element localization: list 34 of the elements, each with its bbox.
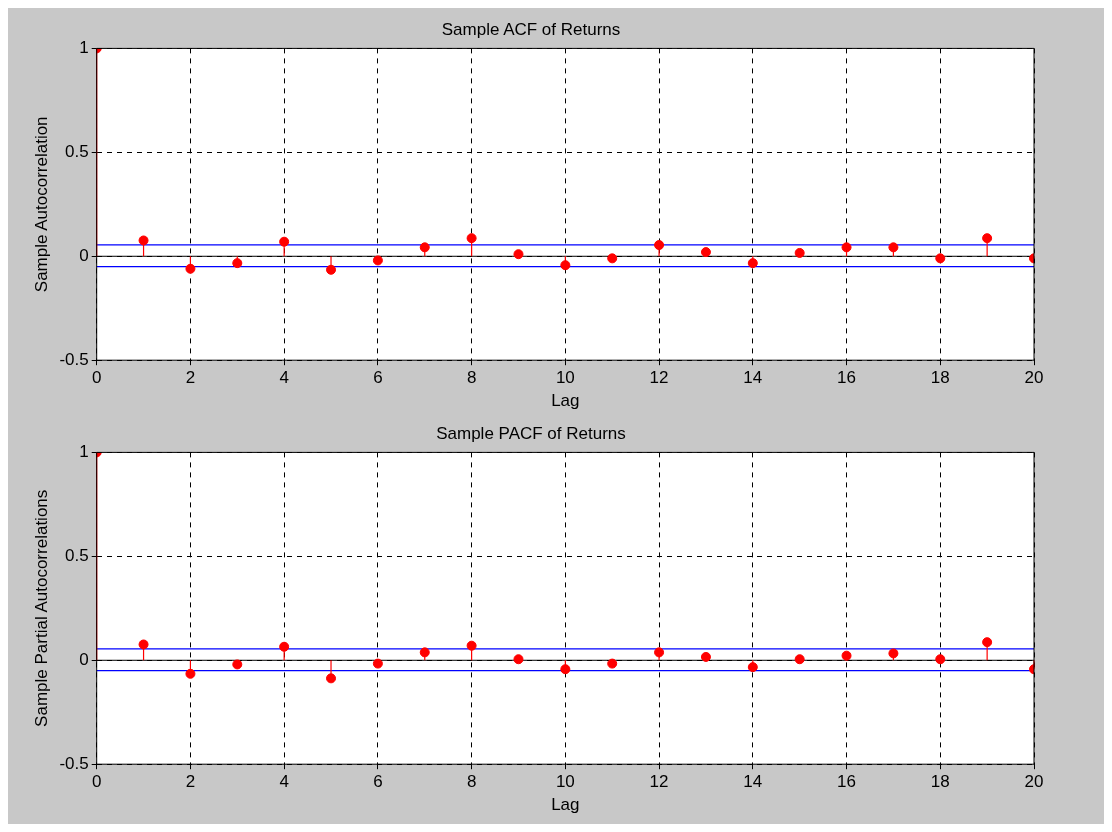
x-tick-label: 18 — [930, 368, 950, 388]
y-axis-title: Sample Autocorrelation — [31, 116, 51, 293]
x-tick-label: 14 — [743, 772, 763, 792]
y-tick-label: -0.5 — [59, 753, 89, 773]
x-tick-label: 18 — [930, 772, 950, 792]
y-tick-label: 0.5 — [65, 142, 89, 162]
chart-title: Sample ACF of Returns — [441, 19, 621, 39]
x-tick-label: 4 — [279, 772, 289, 792]
x-tick-label: 6 — [373, 772, 383, 792]
x-tick-label: 2 — [185, 368, 196, 388]
y-tick-label: 0 — [79, 649, 89, 669]
x-tick-label: 16 — [837, 772, 856, 792]
x-axis-title: Lag — [551, 391, 580, 411]
x-tick-label: 10 — [555, 368, 575, 388]
y-tick-label: 0.5 — [65, 546, 89, 566]
x-tick-label: 6 — [373, 368, 383, 388]
x-tick-label: 8 — [466, 368, 477, 388]
x-axis-title: Lag — [551, 795, 580, 815]
x-tick-label: 16 — [837, 368, 856, 388]
x-tick-label: 12 — [649, 368, 669, 388]
x-tick-label: 20 — [1024, 772, 1044, 792]
chart-title: Sample PACF of Returns — [436, 423, 626, 443]
x-tick-label: 12 — [649, 772, 669, 792]
x-tick-label: 14 — [743, 368, 763, 388]
x-tick-label: 4 — [279, 368, 289, 388]
x-tick-label: 20 — [1024, 368, 1044, 388]
y-tick-label: 0 — [79, 245, 89, 265]
x-tick-label: 10 — [555, 772, 575, 792]
y-tick-label: 1 — [79, 38, 89, 58]
y-tick-label: 1 — [79, 442, 89, 462]
x-tick-label: 8 — [466, 772, 477, 792]
y-axis-title: Sample Partial Autocorrelations — [31, 489, 51, 727]
y-tick-label: -0.5 — [59, 349, 89, 369]
x-tick-label: 2 — [185, 772, 196, 792]
